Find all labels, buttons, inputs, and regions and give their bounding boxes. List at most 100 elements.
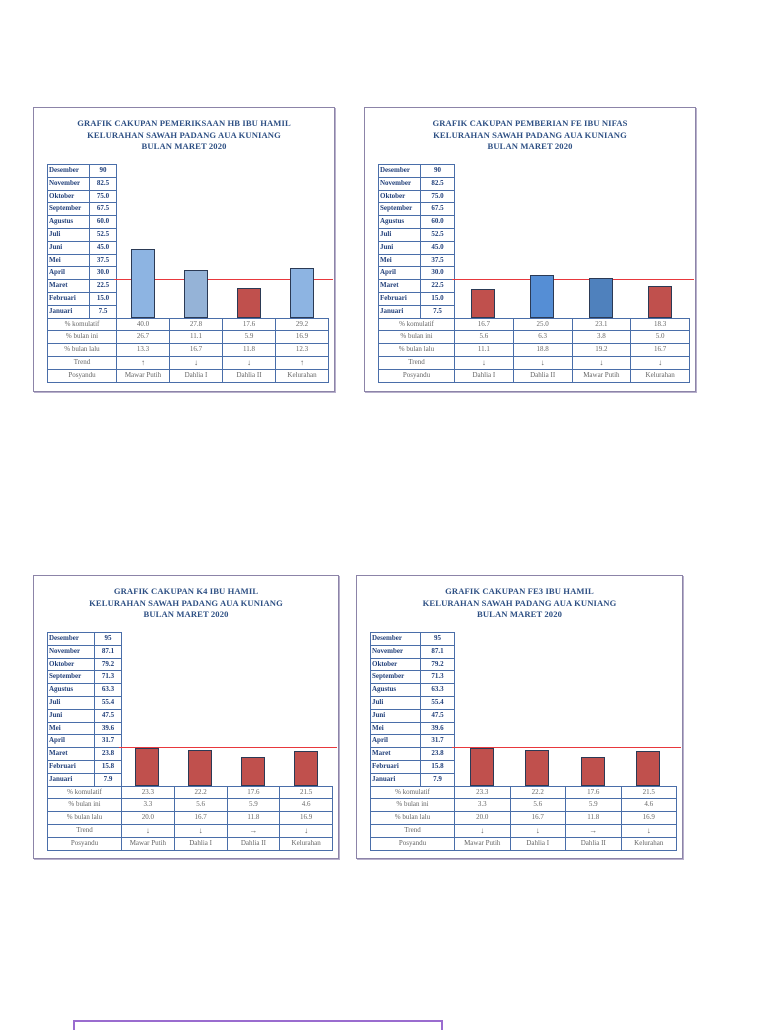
table-value-komulatif: 16.7 <box>454 317 514 332</box>
table-value-bulan-lalu: 11.1 <box>454 343 514 357</box>
posyandu-label: Dahlia II <box>565 836 622 851</box>
table-value-komulatif: 23.1 <box>571 317 632 332</box>
scale-month-label: Juli <box>47 696 95 710</box>
scale-month-label: Juli <box>47 228 90 242</box>
scale-value: 87.1 <box>420 644 455 659</box>
table-value-trend: ↓ <box>630 356 690 370</box>
scale-month-label: Januari <box>370 772 421 787</box>
chart-title-line: KELURAHAN SAWAH PADANG AUA KUNIANG <box>433 129 627 140</box>
scale-month-label: Agustus <box>47 215 90 229</box>
table-value-bulan-lalu: 11.8 <box>226 811 281 825</box>
posyandu-label: Kelurahan <box>275 368 329 383</box>
scale-value: 22.5 <box>420 279 455 293</box>
table-value-komulatif: 27.8 <box>169 317 223 332</box>
scale-month-label: Mei <box>47 721 95 736</box>
scale-value: 30.0 <box>420 266 455 281</box>
row-label: Posyandu <box>378 368 455 383</box>
target-line <box>452 279 694 281</box>
scale-month-label: Februari <box>370 760 421 774</box>
scale-value: 82.5 <box>420 176 455 191</box>
posyandu-label: Mawar Putih <box>454 836 511 851</box>
table-value-bulan-ini: 5.9 <box>226 798 281 813</box>
scale-month-label: Oktober <box>47 189 90 204</box>
posyandu-label: Dahlia I <box>173 836 228 851</box>
table-value-komulatif: 22.2 <box>173 785 228 800</box>
posyandu-label: Kelurahan <box>620 836 677 851</box>
table-value-trend: ↓ <box>279 824 333 838</box>
table-value-trend: ↑ <box>275 356 329 370</box>
scale-value: 63.3 <box>420 683 455 697</box>
scale-month-label: Mei <box>47 253 90 268</box>
scale-month-label: April <box>370 734 421 749</box>
row-label: Trend <box>378 356 455 370</box>
target-line <box>452 747 681 749</box>
posyandu-label: Dahlia II <box>512 368 573 383</box>
scale-month-label: April <box>47 734 95 749</box>
scale-month-label: Oktober <box>47 657 95 672</box>
scale-month-label: Mei <box>378 253 421 268</box>
scale-value: 7.9 <box>94 772 122 787</box>
table-value-komulatif: 23.3 <box>454 785 511 800</box>
scale-value: 31.7 <box>94 734 122 749</box>
table-value-bulan-ini: 26.7 <box>116 330 170 345</box>
scale-value: 67.5 <box>420 202 455 217</box>
row-label: Trend <box>47 356 117 370</box>
table-value-trend: ↓ <box>173 824 228 838</box>
scale-value: 23.8 <box>94 747 122 761</box>
scale-value: 60.0 <box>420 215 455 229</box>
chart-title-line: KELURAHAN SAWAH PADANG AUA KUNIANG <box>422 597 617 608</box>
table-value-bulan-lalu: 16.9 <box>279 811 333 825</box>
bar-dahlia-i <box>183 270 208 318</box>
scale-value: 37.5 <box>89 253 117 268</box>
posyandu-label: Kelurahan <box>279 836 333 851</box>
scale-value: 63.3 <box>94 683 122 697</box>
scale-value: 7.5 <box>89 304 117 319</box>
posyandu-label: Mawar Putih <box>116 368 170 383</box>
scale-value: 55.4 <box>94 696 122 710</box>
table-value-bulan-lalu: 13.3 <box>116 343 170 357</box>
scale-month-label: September <box>47 670 95 685</box>
scale-month-label: Maret <box>47 279 90 293</box>
posyandu-label: Dahlia II <box>226 836 281 851</box>
bar-dahlia-ii <box>240 757 265 786</box>
scale-value: 90 <box>420 164 455 178</box>
posyandu-label: Dahlia I <box>509 836 566 851</box>
scale-month-label: Mei <box>370 721 421 736</box>
chart-title: GRAFIK CAKUPAN PEMBERIAN FE IBU NIFAS KEL… <box>365 118 695 153</box>
scale-month-label: Maret <box>378 279 421 293</box>
scale-month-label: Agustus <box>378 215 421 229</box>
scale-value: 39.6 <box>94 721 122 736</box>
scale-value: 75.0 <box>89 189 117 204</box>
table-value-bulan-lalu: 16.7 <box>169 343 223 357</box>
table-value-bulan-lalu: 16.7 <box>630 343 690 357</box>
chart-panel: GRAFIK CAKUPAN PEMERIKSAAN HB IBU HAMIL K… <box>33 107 335 392</box>
posyandu-label: Dahlia II <box>222 368 276 383</box>
scale-value: 22.5 <box>89 279 117 293</box>
scale-month-label: September <box>47 202 90 217</box>
scale-value: 95 <box>94 632 122 646</box>
row-label: % komulatif <box>47 317 117 332</box>
scale-month-label: Februari <box>47 292 90 306</box>
table-value-komulatif: 40.0 <box>116 317 170 332</box>
scale-month-label: Desember <box>47 632 95 646</box>
bar-kelurahan <box>636 750 661 786</box>
table-value-komulatif: 21.5 <box>620 785 677 800</box>
chart-title: GRAFIK CAKUPAN FE3 IBU HAMIL KELURAHAN SA… <box>357 586 682 621</box>
table-value-trend: → <box>565 824 622 838</box>
scale-value: 31.7 <box>420 734 455 749</box>
table-value-bulan-lalu: 16.9 <box>620 811 677 825</box>
table-value-komulatif: 29.2 <box>275 317 329 332</box>
scale-month-label: Juli <box>378 228 421 242</box>
row-label: % komulatif <box>370 785 455 800</box>
table-value-bulan-lalu: 20.0 <box>121 811 175 825</box>
scale-month-label: Juli <box>370 696 421 710</box>
row-label: % bulan ini <box>370 798 455 813</box>
scale-month-label: September <box>370 670 421 685</box>
scale-month-label: Oktober <box>370 657 421 672</box>
scale-month-label: Januari <box>47 304 90 319</box>
scale-month-label: Desember <box>370 632 421 646</box>
scale-value: 95 <box>420 632 455 646</box>
chart-title-line: KELURAHAN SAWAH PADANG AUA KUNIANG <box>87 129 281 140</box>
bar-mawar-putih <box>130 249 155 318</box>
scale-value: 30.0 <box>89 266 117 281</box>
